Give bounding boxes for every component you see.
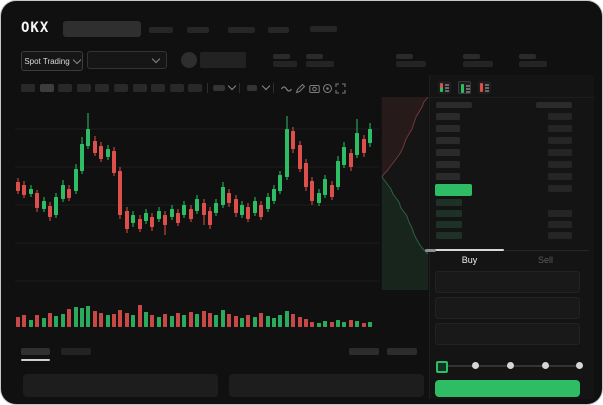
- slider-stop[interactable]: [542, 362, 549, 369]
- candlestick-chart[interactable]: [1, 97, 429, 341]
- sell-tab[interactable]: Sell: [537, 255, 553, 265]
- timeframe-button[interactable]: [114, 84, 128, 92]
- timeframe-button[interactable]: [58, 84, 73, 92]
- stat-value-placeholder: [273, 61, 297, 67]
- line-tool-icon[interactable]: [281, 83, 292, 94]
- pair-selector[interactable]: [87, 51, 167, 69]
- ask-amount-bar: [548, 173, 572, 180]
- ask-amount-bar: [548, 113, 572, 120]
- orderbook-col-amount: [536, 102, 572, 108]
- amount-field[interactable]: [435, 297, 580, 319]
- orderbook-view-all-icon[interactable]: [438, 81, 451, 94]
- timeframe-button[interactable]: [188, 84, 203, 92]
- chevron-down-icon[interactable]: [261, 81, 271, 91]
- timeframe-button[interactable]: [132, 84, 147, 92]
- nav-item[interactable]: [268, 27, 289, 33]
- ask-amount-bar: [548, 149, 572, 156]
- ask-amount-bar: [548, 161, 572, 168]
- draw-pencil-icon[interactable]: [295, 83, 306, 94]
- ask-price-bar[interactable]: [436, 173, 460, 180]
- order-panel: Buy Sell: [429, 75, 594, 399]
- bid-amount-bar: [548, 221, 572, 228]
- bid-amount-bar: [548, 210, 572, 217]
- ask-amount-bar: [548, 125, 572, 132]
- indicator-icon[interactable]: [247, 85, 257, 91]
- pair-price-placeholder: [200, 52, 246, 68]
- timeframe-button[interactable]: [76, 84, 91, 92]
- buy-tab-underline: [435, 249, 504, 251]
- timeframe-button[interactable]: [169, 84, 184, 92]
- nav-item[interactable]: [310, 26, 337, 32]
- stat-label-placeholder: [306, 54, 323, 59]
- ask-amount-bar: [548, 137, 572, 144]
- ask-price-bar[interactable]: [436, 113, 460, 120]
- last-price-badge[interactable]: [435, 184, 472, 196]
- price-field[interactable]: [435, 271, 580, 293]
- market-type-label: Spot Trading: [24, 56, 70, 66]
- stat-value-placeholder: [306, 61, 334, 67]
- settings-icon[interactable]: [322, 83, 333, 94]
- bottom-tab[interactable]: [61, 348, 91, 355]
- stat-label-placeholder: [396, 54, 413, 59]
- stat-value-placeholder: [519, 61, 547, 67]
- bottom-tab-underline: [21, 359, 50, 361]
- timeframe-button[interactable]: [151, 84, 166, 92]
- slider-stop[interactable]: [507, 362, 514, 369]
- ask-price-bar[interactable]: [436, 125, 460, 132]
- nav-item[interactable]: [149, 27, 173, 33]
- camera-icon[interactable]: [309, 83, 320, 94]
- orderbook-view-asks-icon[interactable]: [478, 81, 491, 94]
- slider-handle[interactable]: [436, 361, 448, 373]
- timeframe-button[interactable]: [21, 84, 35, 92]
- search-input[interactable]: [63, 21, 141, 37]
- chart-type-icon[interactable]: [213, 85, 225, 91]
- okx-logo: OKX: [21, 20, 50, 36]
- orderbook-amount-bar: [548, 185, 572, 192]
- bid-price-bar[interactable]: [436, 210, 462, 217]
- favorite-icon[interactable]: [181, 52, 197, 68]
- timeframe-button[interactable]: [39, 84, 54, 92]
- stat-label-placeholder: [463, 54, 480, 59]
- market-type-selector[interactable]: Spot Trading: [21, 51, 83, 71]
- bid-price-bar[interactable]: [436, 232, 462, 239]
- bid-price-bar[interactable]: [436, 199, 462, 206]
- bottom-panel: [229, 374, 424, 397]
- stat-label-placeholder: [519, 54, 536, 59]
- ask-price-bar[interactable]: [436, 149, 460, 156]
- buy-submit-button[interactable]: [435, 380, 580, 397]
- bottom-action-placeholder[interactable]: [387, 348, 417, 355]
- slider-stop[interactable]: [472, 362, 479, 369]
- bottom-action-placeholder[interactable]: [349, 348, 379, 355]
- chevron-down-icon: [151, 54, 161, 63]
- orderbook-view-bids-icon[interactable]: [458, 81, 471, 94]
- bid-price-bar[interactable]: [436, 221, 462, 228]
- buy-tab[interactable]: Buy: [461, 255, 478, 265]
- bottom-tab-active[interactable]: [21, 348, 50, 355]
- chevron-down-icon[interactable]: [227, 81, 237, 91]
- nav-item[interactable]: [187, 27, 209, 33]
- stat-value-placeholder: [396, 61, 426, 67]
- fullscreen-icon[interactable]: [335, 83, 346, 94]
- bottom-panel: [23, 374, 218, 397]
- stat-value-placeholder: [463, 61, 493, 67]
- timeframe-button[interactable]: [95, 84, 110, 92]
- ask-price-bar[interactable]: [436, 161, 460, 168]
- total-field[interactable]: [435, 323, 580, 345]
- ask-price-bar[interactable]: [436, 137, 460, 144]
- chevron-down-icon: [72, 55, 81, 64]
- depth-price-marker: [425, 249, 436, 252]
- orderbook-col-price: [436, 102, 472, 108]
- nav-item[interactable]: [228, 27, 255, 33]
- slider-stop[interactable]: [576, 362, 583, 369]
- stat-label-placeholder: [273, 54, 290, 59]
- bid-amount-bar: [548, 232, 572, 239]
